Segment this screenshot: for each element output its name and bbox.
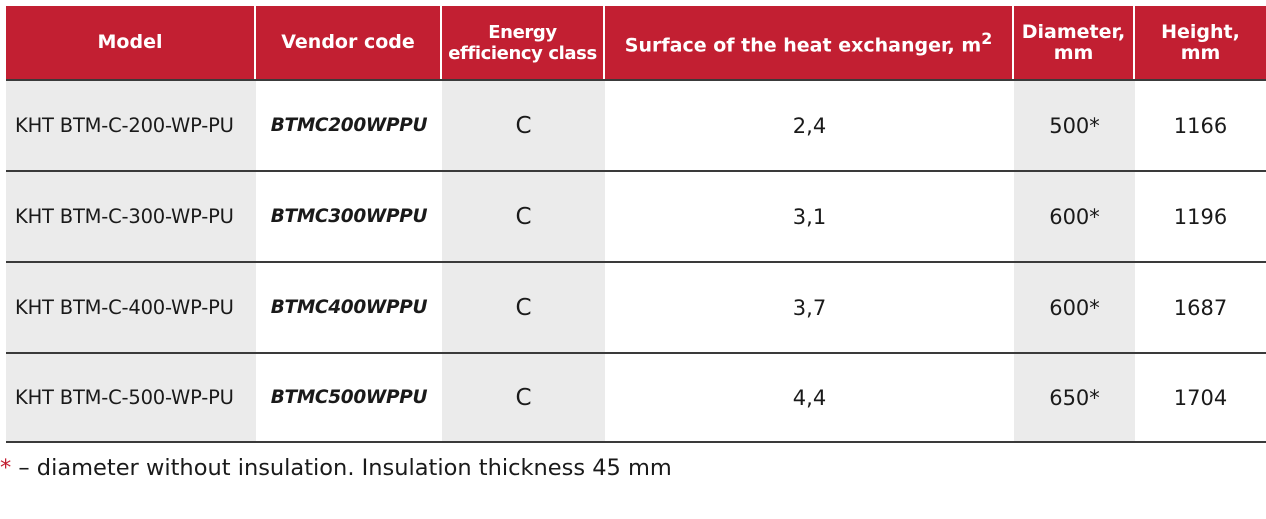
cell-energy-class: C	[442, 170, 605, 261]
cell-vendor-code: BTMC300WPPU	[256, 170, 442, 261]
header-diameter: Diameter, mm	[1014, 6, 1135, 79]
cell-diameter: 600*	[1014, 261, 1135, 352]
cell-surface: 4,4	[605, 352, 1014, 443]
cell-diameter: 650*	[1014, 352, 1135, 443]
footnote: * – diameter without insulation. Insulat…	[0, 455, 672, 481]
table-row: KHT BTM-C-200-WP-PU BTMC200WPPU C 2,4 50…	[6, 79, 1266, 170]
cell-surface: 3,1	[605, 170, 1014, 261]
header-row: Model Vendor code Energy efficiency class…	[6, 6, 1266, 79]
cell-energy-class: C	[442, 79, 605, 170]
cell-vendor-code: BTMC500WPPU	[256, 352, 442, 443]
cell-height: 1166	[1135, 79, 1266, 170]
header-vendor-code: Vendor code	[256, 6, 442, 79]
cell-model: KHT BTM-C-400-WP-PU	[6, 261, 256, 352]
header-height: Height, mm	[1135, 6, 1266, 79]
footnote-marker: *	[0, 455, 12, 481]
cell-surface: 3,7	[605, 261, 1014, 352]
cell-vendor-code: BTMC200WPPU	[256, 79, 442, 170]
cell-model: KHT BTM-C-200-WP-PU	[6, 79, 256, 170]
specifications-table: Model Vendor code Energy efficiency class…	[6, 6, 1266, 443]
spec-sheet: Model Vendor code Energy efficiency class…	[6, 6, 1266, 443]
cell-diameter: 600*	[1014, 170, 1135, 261]
cell-vendor-code: BTMC400WPPU	[256, 261, 442, 352]
header-energy-efficiency-class: Energy efficiency class	[442, 6, 605, 79]
table-row: KHT BTM-C-400-WP-PU BTMC400WPPU C 3,7 60…	[6, 261, 1266, 352]
cell-surface: 2,4	[605, 79, 1014, 170]
table-row: KHT BTM-C-300-WP-PU BTMC300WPPU C 3,1 60…	[6, 170, 1266, 261]
footnote-text: – diameter without insulation. Insulatio…	[11, 455, 672, 481]
cell-height: 1704	[1135, 352, 1266, 443]
cell-model: KHT BTM-C-300-WP-PU	[6, 170, 256, 261]
cell-diameter: 500*	[1014, 79, 1135, 170]
cell-energy-class: C	[442, 261, 605, 352]
header-model: Model	[6, 6, 256, 79]
table-row: KHT BTM-C-500-WP-PU BTMC500WPPU C 4,4 65…	[6, 352, 1266, 443]
cell-height: 1196	[1135, 170, 1266, 261]
header-heat-exchanger-surface: Surface of the heat exchanger, m2	[605, 6, 1014, 79]
cell-height: 1687	[1135, 261, 1266, 352]
cell-energy-class: C	[442, 352, 605, 443]
cell-model: KHT BTM-C-500-WP-PU	[6, 352, 256, 443]
